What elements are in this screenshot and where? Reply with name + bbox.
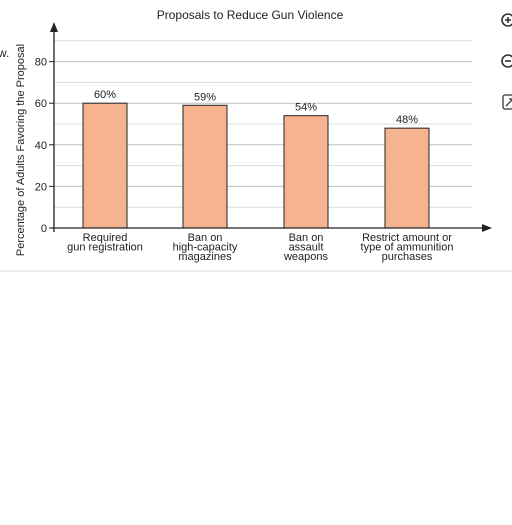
x-tick-label: Restrict amount or (362, 232, 452, 244)
bars (82, 102, 430, 229)
x-tick-label: purchases (382, 251, 433, 263)
y-tick-label: 40 (35, 140, 47, 152)
expand-icon (502, 94, 512, 110)
chart-controls (501, 13, 512, 110)
zoom-in-icon (501, 13, 512, 27)
x-tick-label: magazines (178, 251, 232, 263)
x-tick-label: weapons (283, 251, 329, 263)
x-tick-label: type of ammunition (361, 242, 454, 254)
chart-title: Proposals to Reduce Gun Violence (157, 8, 344, 22)
x-tick-label: Required (83, 232, 128, 244)
y-tick-labels: 0 20 40 60 80 (35, 57, 47, 235)
bar (384, 127, 430, 229)
y-tick-label: 20 (35, 181, 47, 193)
bar (82, 102, 128, 229)
clipped-text-fragment: w. (0, 46, 9, 60)
y-tick-label: 80 (35, 57, 47, 69)
x-tick-label: high-capacity (173, 242, 238, 254)
bar (283, 115, 329, 229)
y-axis-label: Percentage of Adults Favoring the Propos… (15, 44, 27, 256)
data-labels: 60% 59% 54% 48% (94, 89, 418, 126)
data-label: 48% (396, 114, 418, 126)
zoom-in-button[interactable] (501, 13, 512, 27)
zoom-out-button[interactable] (501, 54, 512, 68)
expand-button[interactable] (502, 94, 512, 110)
data-label: 59% (194, 91, 216, 103)
y-axis-arrow-icon (50, 22, 58, 32)
x-tick-label: assault (289, 242, 324, 254)
data-label: 54% (295, 102, 317, 114)
zoom-out-icon (501, 54, 512, 68)
y-tick-label: 60 (35, 98, 47, 110)
x-tick-label: gun registration (67, 242, 143, 254)
bar (182, 104, 228, 229)
x-tick-label: Ban on (289, 232, 324, 244)
x-tick-label: Ban on (188, 232, 223, 244)
y-tick-label: 0 (41, 223, 47, 235)
x-axis-arrow-icon (482, 224, 492, 232)
axes (49, 22, 492, 232)
data-label: 60% (94, 89, 116, 101)
